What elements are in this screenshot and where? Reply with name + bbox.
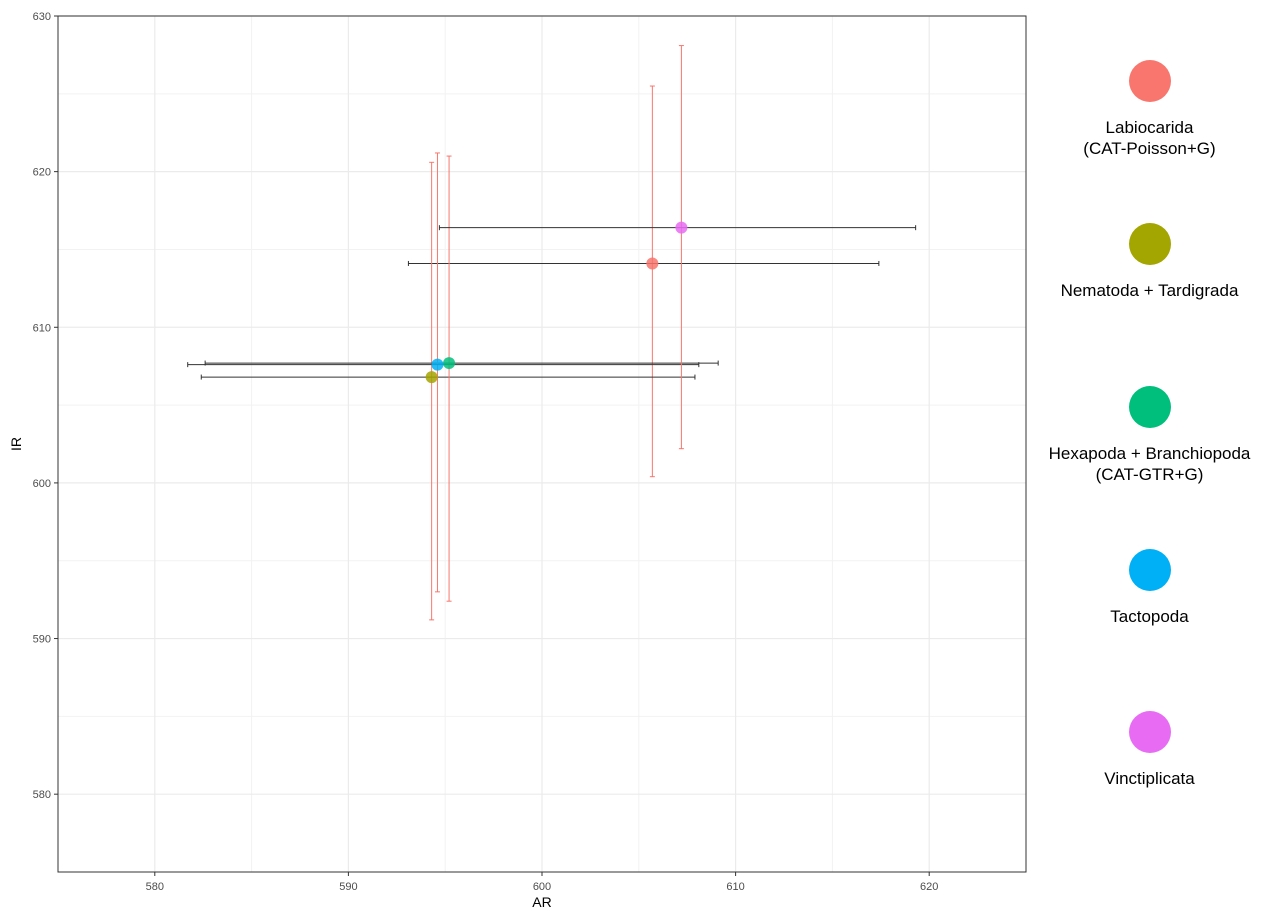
data-point xyxy=(443,357,456,370)
grid-major xyxy=(58,15,1026,872)
legend-dot xyxy=(1128,60,1171,102)
y-axis-ticks: 580 590 600 610 620 630 xyxy=(33,11,58,801)
legend-dot xyxy=(1128,386,1171,428)
legend-label: Hexapoda + Branchiopoda (CAT-GTR+G) xyxy=(1048,444,1251,484)
legend-item-tactopoda: Tactopoda xyxy=(1030,549,1269,627)
data-point xyxy=(425,371,438,384)
legend-item-labiocarida: Labiocarida (CAT-Poisson+G) xyxy=(1030,60,1269,159)
legend-dot xyxy=(1128,549,1171,591)
y-tick-label: 620 xyxy=(33,167,51,179)
x-axis-title: AR xyxy=(532,894,551,910)
y-tick-label: 630 xyxy=(33,11,51,23)
legend-item-hexapoda-branchiopoda: Hexapoda + Branchiopoda (CAT-GTR+G) xyxy=(1030,386,1269,485)
x-tick-label: 610 xyxy=(726,881,744,893)
y-tick-label: 600 xyxy=(33,478,51,490)
legend-dot xyxy=(1128,711,1171,753)
x-axis-ticks: 580 590 600 610 620 xyxy=(146,872,938,893)
x-tick-label: 580 xyxy=(146,881,164,893)
data-points xyxy=(425,221,688,384)
data-point xyxy=(431,358,444,371)
y-tick-label: 610 xyxy=(33,322,51,334)
legend-label: Vinctiplicata xyxy=(1104,769,1195,788)
scatter-chart: 580 590 600 610 620 580 590 600 610 620 630 AR IR xyxy=(8,11,1027,910)
legend: Labiocarida (CAT-Poisson+G) Nematoda + T… xyxy=(1030,40,1269,840)
legend-item-nematoda-tardigrada: Nematoda + Tardigrada xyxy=(1030,223,1269,301)
data-point xyxy=(675,221,688,234)
legend-label: Tactopoda xyxy=(1110,607,1189,626)
legend-label: Labiocarida (CAT-Poisson+G) xyxy=(1083,118,1216,158)
y-tick-label: 590 xyxy=(33,634,51,646)
legend-label: Nematoda + Tardigrada xyxy=(1060,281,1239,300)
error-bars xyxy=(187,45,917,621)
x-tick-label: 620 xyxy=(920,881,938,893)
y-axis-title: IR xyxy=(8,437,24,451)
legend-item-vinctiplicata: Vinctiplicata xyxy=(1030,711,1269,789)
legend-dot xyxy=(1128,223,1171,265)
y-tick-label: 580 xyxy=(33,789,51,801)
data-point xyxy=(646,257,659,270)
x-tick-label: 600 xyxy=(533,881,551,893)
x-tick-label: 590 xyxy=(339,881,357,893)
